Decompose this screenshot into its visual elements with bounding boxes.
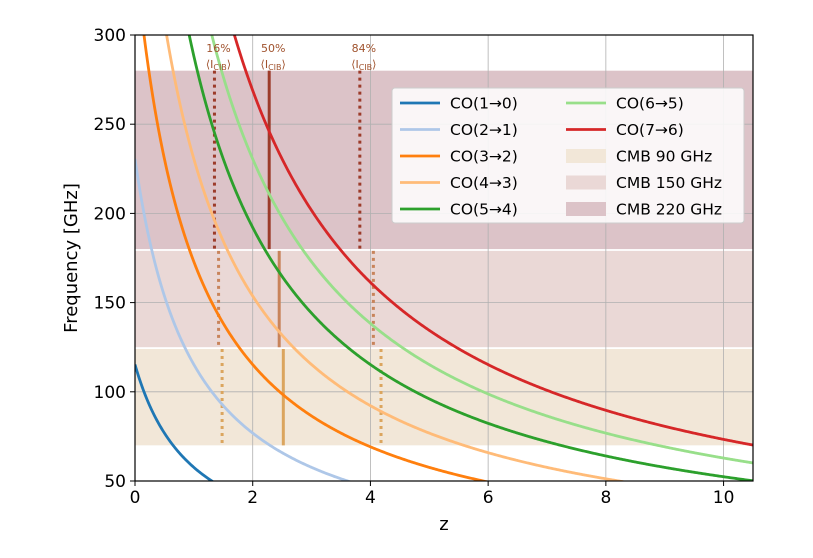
legend-label-4: CO(5→4)	[450, 201, 518, 219]
y-axis-label: Frequency [GHz]	[61, 183, 82, 333]
annotation-percent-2: 84%	[352, 42, 376, 55]
grid-lines	[134, 34, 753, 482]
x-tick-label-10: 10	[713, 488, 735, 508]
y-tick-label-200: 200	[94, 204, 126, 224]
series-line-2	[142, 35, 490, 481]
x-tick-label-8: 8	[600, 488, 611, 508]
annotation-percent-0: 16%	[206, 42, 230, 55]
series-line-4	[187, 35, 753, 481]
x-tick-label-2: 2	[247, 488, 258, 508]
legend-swatch-9	[566, 202, 606, 216]
series-line-6	[232, 35, 753, 447]
x-tick-label-6: 6	[483, 488, 494, 508]
y-tick-label-300: 300	[94, 26, 126, 46]
legend-label-5: CO(6→5)	[616, 95, 684, 113]
legend-label-0: CO(1→0)	[450, 95, 518, 113]
legend-swatch-7	[566, 149, 606, 163]
x-axis-label: z	[439, 514, 448, 535]
legend-label-1: CO(2→1)	[450, 121, 518, 139]
legend: CO(1→0) CO(2→1) CO(3→2) CO(4→3) CO(5→4) CO(6→…	[391, 87, 745, 224]
x-tick-label-4: 4	[365, 488, 376, 508]
band-0	[135, 348, 753, 446]
y-tick-label-50: 50	[104, 472, 126, 492]
annotation-cib-2: ⟨ICIB⟩	[351, 58, 376, 72]
co-lines	[135, 35, 753, 481]
legend-label-3: CO(4→3)	[450, 174, 518, 192]
series-line-1	[135, 158, 353, 481]
y-tick-label-150: 150	[94, 294, 126, 314]
y-tick-label-250: 250	[94, 115, 126, 135]
annotation-percent-1: 50%	[261, 42, 285, 55]
legend-swatch-8	[566, 175, 606, 190]
series-line-3	[165, 35, 628, 481]
legend-label-7: CMB 90 GHz	[616, 148, 712, 166]
legend-label-2: CO(3→2)	[450, 148, 518, 166]
x-tick-label-0: 0	[130, 488, 141, 508]
legend-label-8: CMB 150 GHz	[616, 174, 722, 192]
y-tick-label-100: 100	[94, 383, 126, 403]
axis-ticks: 0 2 4 6 8 10 50 100 150 200 250 300	[94, 26, 735, 508]
annotation-cib-0: ⟨ICIB⟩	[206, 58, 231, 72]
legend-label-6: CO(7→6)	[616, 121, 684, 139]
plot-frame	[134, 34, 754, 482]
series-line-5	[210, 35, 753, 465]
band-1	[135, 250, 753, 348]
legend-label-9: CMB 220 GHz	[616, 201, 722, 219]
annotation-cib-1: ⟨ICIB⟩	[261, 58, 286, 72]
marker-annotations: 16% ⟨ICIB⟩ 50% ⟨ICIB⟩ 84% ⟨ICIB⟩	[206, 42, 377, 72]
